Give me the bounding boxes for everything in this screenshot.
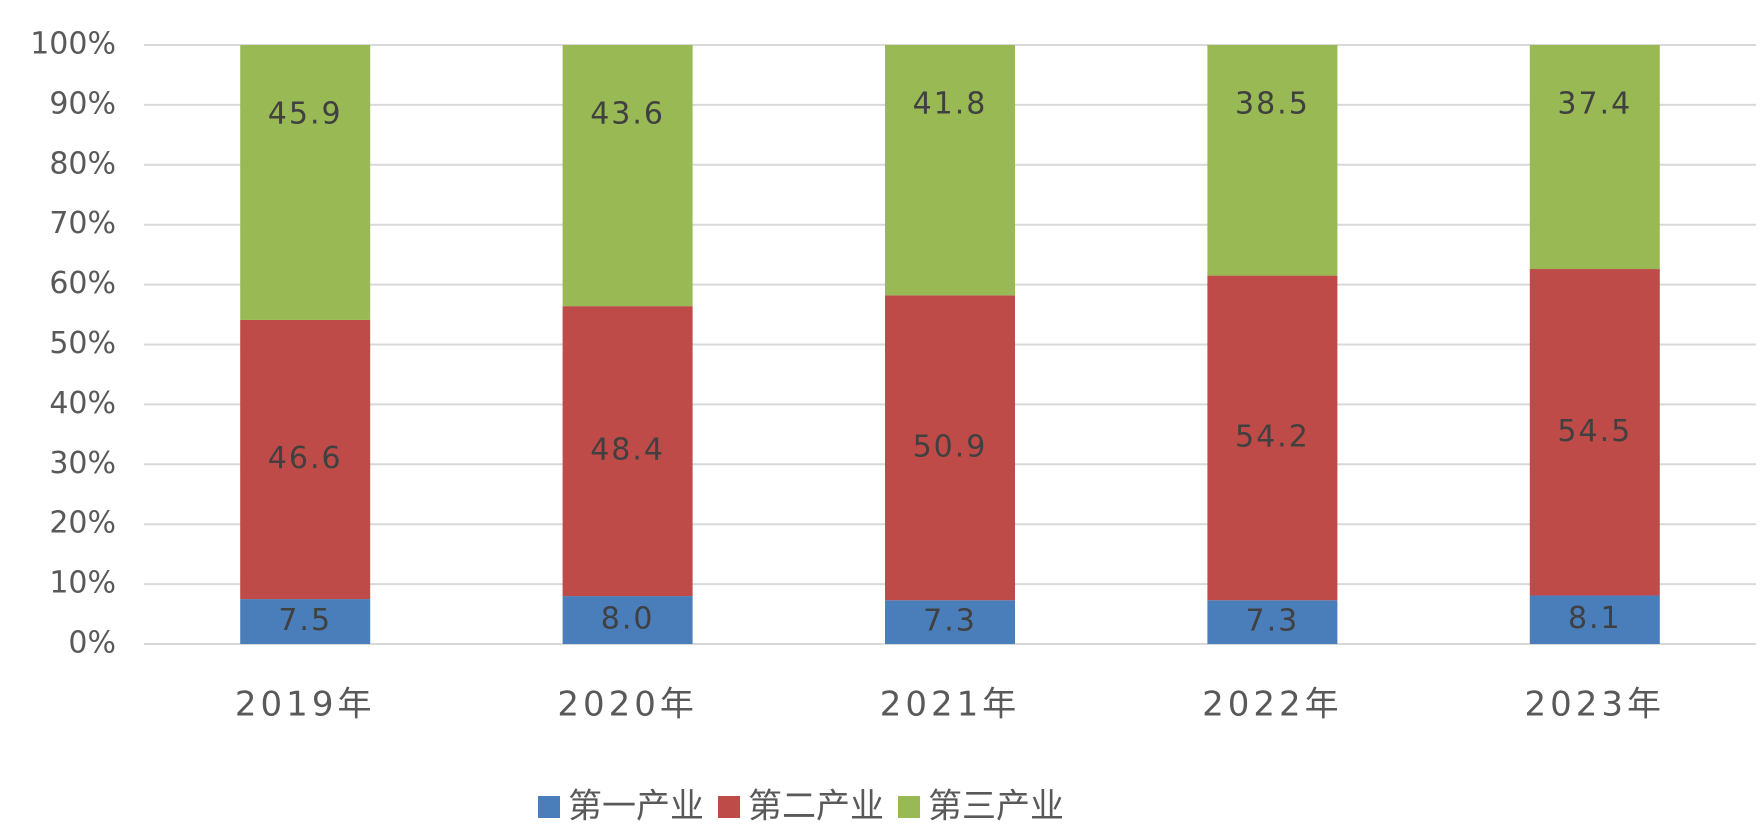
bar-segment	[1207, 600, 1338, 644]
y-tick-label: 60%	[49, 266, 116, 301]
x-tick-label: 2019年	[235, 685, 376, 725]
y-tick-label: 50%	[49, 326, 116, 361]
bar-segment	[240, 599, 371, 644]
x-tick-label: 2022年	[1202, 685, 1343, 725]
value-label: 7.3	[923, 604, 977, 639]
value-label: 7.3	[1246, 604, 1300, 639]
bar-segment	[562, 306, 693, 597]
x-tick-label: 2021年	[880, 685, 1021, 725]
bar-segment	[1207, 275, 1338, 601]
y-tick-label: 0%	[68, 626, 116, 661]
value-label: 8.0	[601, 602, 655, 637]
y-tick-label: 90%	[49, 86, 116, 121]
y-tick-label: 20%	[49, 506, 116, 541]
bar-segment	[240, 45, 371, 320]
bar-segment	[240, 319, 371, 600]
legend-swatch	[898, 796, 920, 818]
y-tick-label: 70%	[49, 206, 116, 241]
bar-segment	[1529, 595, 1660, 644]
y-tick-label: 10%	[49, 566, 116, 601]
value-label: 8.1	[1568, 601, 1622, 636]
value-label: 50.9	[913, 429, 988, 464]
value-label: 43.6	[590, 96, 665, 131]
value-label: 38.5	[1235, 86, 1310, 121]
bar-segment	[885, 295, 1015, 601]
legend-label: 第一产业	[568, 787, 704, 827]
y-tick-label: 30%	[49, 446, 116, 481]
y-tick-label: 80%	[49, 146, 116, 181]
value-label: 37.4	[1557, 86, 1632, 121]
bar-segment	[562, 596, 693, 644]
bar-segment	[562, 45, 693, 307]
value-label: 7.5	[278, 603, 332, 638]
value-label: 46.6	[268, 441, 343, 476]
bar-segment	[1529, 269, 1660, 596]
value-label: 54.5	[1557, 414, 1632, 449]
value-label: 45.9	[268, 96, 343, 131]
value-label: 48.4	[590, 433, 665, 468]
bar-segment	[885, 600, 1015, 644]
value-label: 41.8	[913, 86, 988, 121]
legend-label: 第三产业	[928, 787, 1064, 827]
x-tick-label: 2020年	[557, 685, 698, 725]
y-tick-label: 40%	[49, 386, 116, 421]
legend-label: 第二产业	[748, 787, 884, 827]
bar-segment	[1529, 45, 1660, 270]
legend-swatch	[718, 796, 740, 818]
legend-swatch	[538, 796, 560, 818]
x-tick-label: 2023年	[1525, 685, 1666, 725]
bar-segment	[885, 45, 1015, 296]
y-tick-label: 100%	[30, 27, 116, 62]
value-label: 54.2	[1235, 419, 1310, 454]
bar-segment	[1207, 45, 1338, 276]
